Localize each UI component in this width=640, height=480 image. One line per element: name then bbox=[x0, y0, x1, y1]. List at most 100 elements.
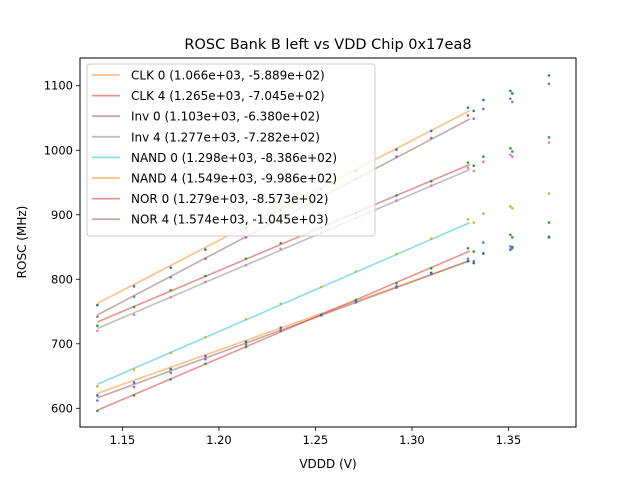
scatter-point-0-12 bbox=[482, 98, 485, 102]
scatter-point-0-10 bbox=[466, 106, 470, 109]
scatter-point-7-8 bbox=[395, 285, 398, 288]
scatter-point-1-0 bbox=[96, 315, 99, 318]
y-tick-label: 600 bbox=[51, 401, 73, 415]
scatter-point-4-1 bbox=[132, 368, 136, 371]
scatter-point-0-0 bbox=[96, 303, 99, 307]
scatter-point-1-12 bbox=[482, 107, 485, 111]
chart-title: ROSC Bank B left vs VDD Chip 0x17ea8 bbox=[184, 37, 471, 53]
scatter-point-3-5 bbox=[279, 247, 283, 251]
scatter-point-2-13 bbox=[509, 147, 512, 150]
scatter-point-3-8 bbox=[395, 199, 398, 202]
scatter-point-7-0 bbox=[96, 394, 99, 397]
scatter-point-3-1 bbox=[132, 313, 136, 317]
legend-label-5: NAND 4 (1.549e+03, -9.986e+02) bbox=[131, 172, 337, 186]
scatter-point-2-4 bbox=[244, 257, 248, 260]
scatter-point-1-2 bbox=[169, 276, 173, 279]
scatter-point-1-10 bbox=[466, 114, 470, 117]
scatter-point-5-1 bbox=[132, 394, 136, 397]
legend-label-0: CLK 0 (1.066e+03, -5.889e+02) bbox=[131, 69, 325, 83]
legend-label-4: NAND 0 (1.298e+03, -8.386e+02) bbox=[131, 151, 337, 165]
x-tick-label: 1.20 bbox=[206, 433, 232, 447]
x-tick-label: 1.25 bbox=[303, 433, 329, 447]
scatter-point-1-1 bbox=[132, 295, 136, 298]
scatter-point-3-13 bbox=[509, 153, 512, 157]
scatter-point-1-4 bbox=[244, 236, 248, 239]
legend-label-3: Inv 4 (1.277e+03, -7.282e+02) bbox=[131, 130, 320, 144]
scatter-point-6-4 bbox=[244, 343, 248, 346]
scatter-point-7-3 bbox=[204, 354, 207, 358]
scatter-point-3-14 bbox=[511, 155, 514, 159]
plot-frame bbox=[79, 57, 577, 428]
x-tick-label: 1.30 bbox=[399, 433, 425, 447]
scatter-point-3-12 bbox=[482, 160, 485, 164]
scatter-point-4-5 bbox=[279, 302, 283, 306]
y-tick-label: 700 bbox=[51, 337, 73, 351]
scatter-point-3-0 bbox=[96, 329, 99, 333]
scatter-point-2-1 bbox=[132, 305, 136, 309]
scatter-point-3-9 bbox=[429, 184, 433, 188]
y-axis-ticks: 600 700 800 900 1000 1100 bbox=[44, 79, 80, 415]
scatter-point-7-9 bbox=[429, 271, 433, 275]
scatter-point-3-10 bbox=[466, 166, 470, 169]
scatter-point-4-11 bbox=[472, 221, 476, 224]
scatter-point-4-9 bbox=[429, 237, 433, 240]
legend-label-1: CLK 4 (1.265e+03, -7.045e+02) bbox=[131, 89, 325, 103]
scatter-point-7-5 bbox=[279, 326, 283, 329]
scatter-point-1-13 bbox=[509, 97, 512, 100]
legend-box bbox=[86, 63, 376, 237]
scatter-point-7-15 bbox=[547, 236, 551, 239]
scatter-point-3-2 bbox=[169, 296, 173, 299]
x-axis-label: VDDD (V) bbox=[299, 457, 356, 471]
scatter-point-7-6 bbox=[319, 313, 323, 317]
scatter-point-5-4 bbox=[244, 345, 248, 349]
scatter-point-0-9 bbox=[429, 129, 433, 133]
scatter-point-0-14 bbox=[511, 92, 514, 95]
scatter-point-5-13 bbox=[509, 233, 512, 237]
fit-line-3 bbox=[97, 168, 471, 330]
y-tick-label: 1000 bbox=[44, 143, 73, 157]
scatter-point-4-3 bbox=[204, 336, 207, 339]
scatter-point-6-1 bbox=[132, 385, 136, 389]
scatter-point-1-14 bbox=[511, 100, 514, 104]
scatter-point-6-2 bbox=[169, 371, 173, 375]
scatter-point-2-11 bbox=[472, 164, 476, 168]
scatter-point-7-1 bbox=[132, 381, 136, 384]
scatter-point-3-3 bbox=[204, 280, 207, 284]
legend-label-2: Inv 0 (1.103e+03, -6.380e+02) bbox=[131, 110, 320, 124]
scatter-point-4-14 bbox=[511, 207, 514, 210]
scatter-point-2-14 bbox=[511, 150, 514, 153]
scatter-point-6-11 bbox=[472, 259, 476, 263]
scatter-point-2-0 bbox=[96, 324, 99, 328]
scatter-point-2-9 bbox=[429, 179, 433, 183]
y-tick-label: 800 bbox=[51, 272, 73, 286]
scatter-point-4-13 bbox=[509, 205, 512, 208]
scatter-point-2-3 bbox=[204, 274, 207, 278]
scatter-point-2-8 bbox=[395, 194, 398, 197]
y-axis-label: ROSC (MHz) bbox=[15, 206, 29, 279]
legend-label-6: NOR 0 (1.279e+03, -8.573e+02) bbox=[131, 192, 328, 206]
scatter-point-1-8 bbox=[395, 155, 398, 159]
scatter-point-0-11 bbox=[472, 109, 476, 113]
scatter-point-5-8 bbox=[395, 281, 398, 285]
scatter-point-2-2 bbox=[169, 288, 173, 292]
scatter-point-5-15 bbox=[547, 221, 551, 224]
scatter-point-6-3 bbox=[204, 357, 207, 361]
scatter-point-4-10 bbox=[466, 217, 470, 221]
scatter-point-4-8 bbox=[395, 252, 398, 256]
scatter-point-7-12 bbox=[482, 252, 485, 255]
scatter-point-2-5 bbox=[279, 241, 283, 245]
scatter-point-2-10 bbox=[466, 161, 470, 164]
scatter-point-7-7 bbox=[354, 299, 358, 303]
scatter-point-3-15 bbox=[547, 141, 551, 144]
scatter-point-1-9 bbox=[429, 136, 433, 140]
scatter-point-7-10 bbox=[466, 259, 470, 263]
x-axis-ticks: 1.15 1.20 1.25 1.30 1.35 bbox=[110, 427, 522, 447]
scatter-point-4-12 bbox=[482, 212, 485, 215]
scatter-point-5-10 bbox=[466, 247, 470, 250]
scatter-point-0-3 bbox=[204, 248, 207, 251]
fit-line-6 bbox=[97, 250, 471, 412]
scatter-point-0-2 bbox=[169, 266, 173, 269]
scatter-point-0-1 bbox=[132, 285, 136, 288]
x-tick-label: 1.35 bbox=[496, 433, 522, 447]
